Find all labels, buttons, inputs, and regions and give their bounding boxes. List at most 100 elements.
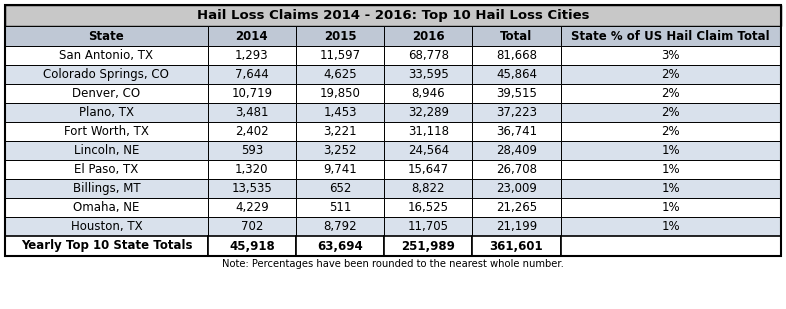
Text: State: State	[89, 29, 124, 43]
Bar	[560, 103, 781, 122]
Bar	[384, 65, 472, 84]
Text: 24,564: 24,564	[408, 144, 449, 157]
Bar	[472, 65, 560, 84]
Text: 1,320: 1,320	[235, 163, 269, 176]
Text: 63,694: 63,694	[318, 239, 363, 252]
Text: 68,778: 68,778	[408, 49, 449, 62]
Bar	[296, 65, 384, 84]
Text: 28,409: 28,409	[496, 144, 537, 157]
Bar	[384, 46, 472, 65]
Text: 4,229: 4,229	[235, 201, 269, 214]
Bar	[472, 217, 560, 236]
Text: 32,289: 32,289	[408, 106, 449, 119]
Bar	[208, 179, 296, 198]
Text: 16,525: 16,525	[408, 201, 449, 214]
Bar	[5, 5, 781, 256]
Bar	[5, 26, 208, 46]
Text: 3,221: 3,221	[323, 125, 357, 138]
Text: 33,595: 33,595	[408, 68, 449, 81]
Text: 39,515: 39,515	[496, 87, 537, 100]
Text: 3%: 3%	[662, 49, 680, 62]
Bar	[296, 46, 384, 65]
Bar	[560, 160, 781, 179]
Text: 1%: 1%	[662, 182, 680, 195]
Bar	[208, 26, 296, 46]
Bar	[296, 198, 384, 217]
Bar	[208, 160, 296, 179]
Bar	[472, 122, 560, 141]
Text: 31,118: 31,118	[408, 125, 449, 138]
Text: 13,535: 13,535	[232, 182, 272, 195]
Bar	[472, 84, 560, 103]
Bar	[296, 26, 384, 46]
Bar	[296, 217, 384, 236]
Bar	[560, 84, 781, 103]
Bar	[560, 236, 781, 256]
Bar	[208, 84, 296, 103]
Text: 81,668: 81,668	[496, 49, 537, 62]
Text: Total: Total	[501, 29, 533, 43]
Bar	[208, 46, 296, 65]
Text: State % of US Hail Claim Total: State % of US Hail Claim Total	[571, 29, 770, 43]
Bar	[296, 103, 384, 122]
Bar	[296, 84, 384, 103]
Bar	[208, 236, 296, 256]
Bar	[384, 198, 472, 217]
Bar	[296, 122, 384, 141]
Bar	[560, 46, 781, 65]
Text: San Antonio, TX: San Antonio, TX	[60, 49, 153, 62]
Bar	[384, 179, 472, 198]
Text: 10,719: 10,719	[231, 87, 273, 100]
Bar	[560, 141, 781, 160]
Text: 593: 593	[241, 144, 263, 157]
Bar	[472, 198, 560, 217]
Text: 1%: 1%	[662, 201, 680, 214]
Text: 2%: 2%	[662, 68, 680, 81]
Text: 45,864: 45,864	[496, 68, 537, 81]
Bar	[296, 236, 384, 256]
Bar	[208, 122, 296, 141]
Bar	[208, 217, 296, 236]
Text: 2016: 2016	[412, 29, 445, 43]
Bar	[5, 46, 208, 65]
Bar	[5, 5, 781, 26]
Text: 15,647: 15,647	[408, 163, 449, 176]
Bar	[472, 103, 560, 122]
Bar	[384, 26, 472, 46]
Text: Plano, TX: Plano, TX	[79, 106, 134, 119]
Text: 21,265: 21,265	[496, 201, 537, 214]
Text: 8,946: 8,946	[411, 87, 445, 100]
Text: 2014: 2014	[236, 29, 268, 43]
Text: 3,252: 3,252	[323, 144, 357, 157]
Text: Lincoln, NE: Lincoln, NE	[74, 144, 139, 157]
Bar	[5, 122, 208, 141]
Text: 7,644: 7,644	[235, 68, 269, 81]
Bar	[384, 141, 472, 160]
Text: 4,625: 4,625	[323, 68, 357, 81]
Text: 511: 511	[329, 201, 351, 214]
Text: 37,223: 37,223	[496, 106, 537, 119]
Bar	[472, 26, 560, 46]
Text: 9,741: 9,741	[323, 163, 357, 176]
Text: Billings, MT: Billings, MT	[72, 182, 140, 195]
Text: 3,481: 3,481	[235, 106, 269, 119]
Text: 652: 652	[329, 182, 351, 195]
Bar	[5, 198, 208, 217]
Bar	[560, 122, 781, 141]
Text: 45,918: 45,918	[229, 239, 275, 252]
Bar	[560, 217, 781, 236]
Bar	[384, 84, 472, 103]
Text: 2%: 2%	[662, 125, 680, 138]
Bar	[296, 141, 384, 160]
Bar	[5, 217, 208, 236]
Text: Houston, TX: Houston, TX	[71, 220, 142, 233]
Text: 2%: 2%	[662, 106, 680, 119]
Bar	[5, 179, 208, 198]
Bar	[472, 46, 560, 65]
Text: Denver, CO: Denver, CO	[72, 87, 141, 100]
Bar	[472, 160, 560, 179]
Text: 702: 702	[241, 220, 263, 233]
Bar	[560, 198, 781, 217]
Text: 11,705: 11,705	[408, 220, 449, 233]
Text: 2,402: 2,402	[235, 125, 269, 138]
